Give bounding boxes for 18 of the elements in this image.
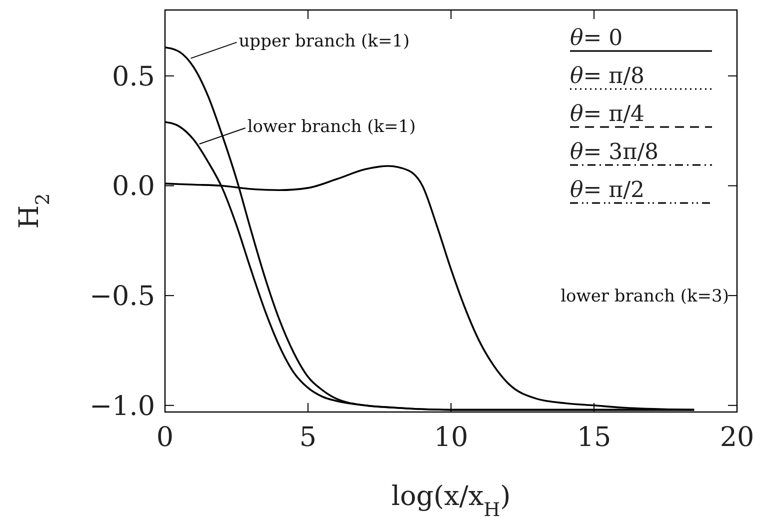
annotation: θ= π/2 <box>570 178 645 203</box>
annotation: θ= π/8 <box>570 64 645 89</box>
y-tick-label: −0.5 <box>89 281 155 312</box>
annotation: lower branch (k=1) <box>247 117 416 137</box>
x-tick-label: 20 <box>720 422 754 453</box>
annotation: lower branch (k=3) <box>560 286 729 307</box>
x-tick-label: 0 <box>156 422 174 453</box>
y-tick-label: 0.5 <box>112 61 155 92</box>
annotation: θ= 3π/8 <box>570 140 659 165</box>
y-tick-label: −1.0 <box>89 390 155 422</box>
x-tick-label: 5 <box>299 422 317 453</box>
annotation: upper branch (k=1) <box>238 31 410 52</box>
x-axis-title: log(x/x$_{H}$) <box>391 481 511 517</box>
x-tick-label: 15 <box>576 422 612 453</box>
annotation: θ= π/4 <box>570 102 645 127</box>
annotation: θ= 0 <box>570 26 623 51</box>
y-tick-label: 0.0 <box>112 171 155 202</box>
x-tick-label: 10 <box>434 422 468 453</box>
